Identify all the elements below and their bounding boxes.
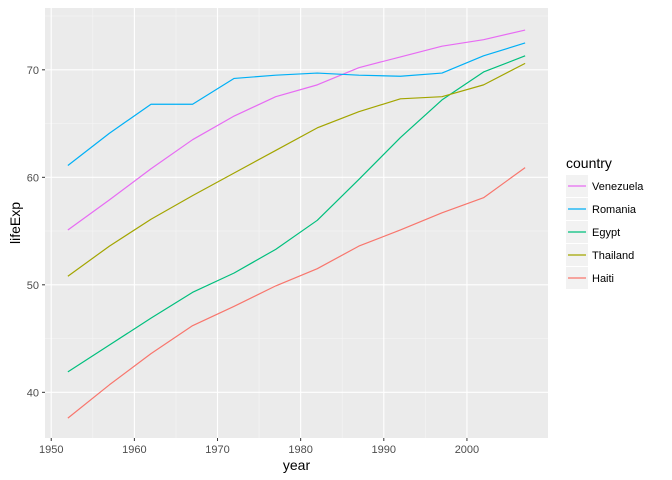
- y-tick-label: 40: [27, 387, 39, 399]
- x-tick-label: 1950: [39, 444, 63, 456]
- series-line-venezuela: [67, 29, 526, 231]
- y-axis: 40 50 60 70: [27, 65, 45, 399]
- x-tick-label: 1990: [372, 444, 396, 456]
- y-axis-title: lifeExp: [7, 202, 23, 244]
- legend-keys: Venezuela Romania Egypt Thailand Haiti: [566, 175, 644, 289]
- y-tick-label: 70: [27, 65, 39, 77]
- series-line-haiti: [67, 167, 526, 419]
- legend-title: country: [566, 155, 612, 171]
- x-axis: 1950 1960 1970 1980 1990 2000: [39, 438, 479, 456]
- legend-label: Romania: [592, 204, 637, 216]
- minor-gridlines: [45, 8, 548, 438]
- major-gridlines: [45, 8, 548, 438]
- plot-panel: [45, 8, 548, 438]
- x-axis-title: year: [283, 457, 311, 473]
- x-tick-label: 1960: [122, 444, 146, 456]
- series-line-thailand: [67, 62, 526, 277]
- x-tick-label: 2000: [455, 444, 479, 456]
- series-lines: [67, 29, 526, 419]
- legend-label: Haiti: [592, 273, 614, 285]
- y-tick-label: 60: [27, 172, 39, 184]
- legend-label: Egypt: [592, 227, 620, 239]
- legend: country Venezuela Romania Egypt Thailand Hai…: [566, 155, 644, 289]
- y-tick-label: 50: [27, 280, 39, 292]
- legend-label: Venezuela: [592, 181, 644, 193]
- x-tick-label: 1970: [205, 444, 229, 456]
- x-tick-label: 1980: [288, 444, 312, 456]
- legend-label: Thailand: [592, 250, 634, 262]
- series-line-romania: [67, 42, 526, 166]
